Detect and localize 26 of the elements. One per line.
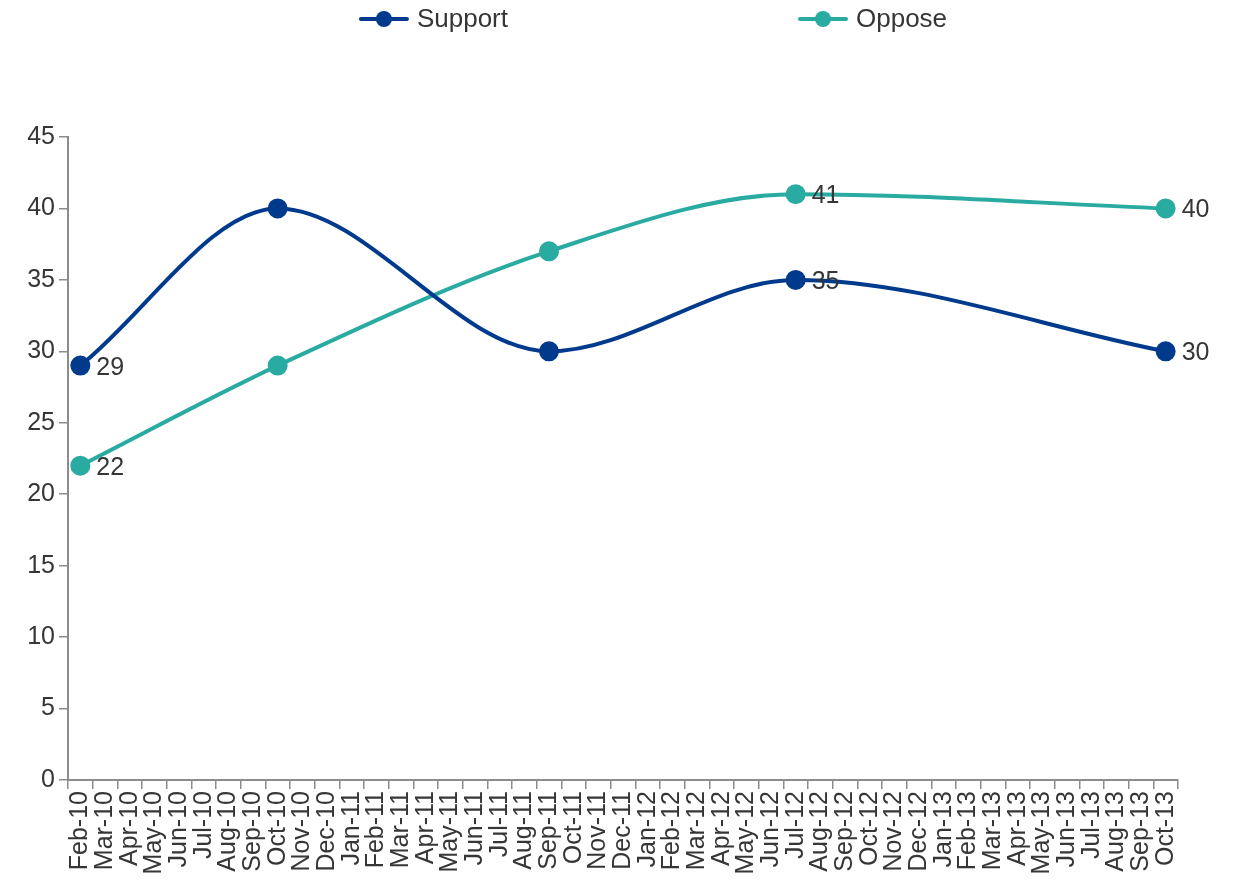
legend-label: Oppose xyxy=(856,3,948,34)
y-tick-label: 5 xyxy=(41,692,55,721)
point xyxy=(785,184,806,205)
data-label: 40 xyxy=(1181,194,1210,223)
point xyxy=(539,341,559,362)
point xyxy=(1155,198,1176,219)
y-tick-label: 35 xyxy=(27,263,55,292)
y-tick-label: 0 xyxy=(41,763,55,792)
point xyxy=(539,241,559,262)
point xyxy=(785,269,806,290)
data-label: 22 xyxy=(96,451,125,480)
y-tick-label: 20 xyxy=(27,478,55,507)
point xyxy=(267,198,288,219)
y-tick-label: 10 xyxy=(27,621,55,649)
point xyxy=(70,455,91,476)
y-tick-label: 45 xyxy=(27,120,55,149)
y-tick-label: 40 xyxy=(27,192,55,221)
point xyxy=(1155,341,1176,362)
point xyxy=(70,355,91,376)
point xyxy=(267,355,288,376)
data-label: 30 xyxy=(1181,337,1210,366)
y-tick-label: 30 xyxy=(27,335,55,364)
data-label: 29 xyxy=(96,351,125,380)
y-tick-label: 15 xyxy=(27,549,55,578)
legend-label: Support xyxy=(416,3,509,34)
y-tick-label: 25 xyxy=(27,406,55,435)
